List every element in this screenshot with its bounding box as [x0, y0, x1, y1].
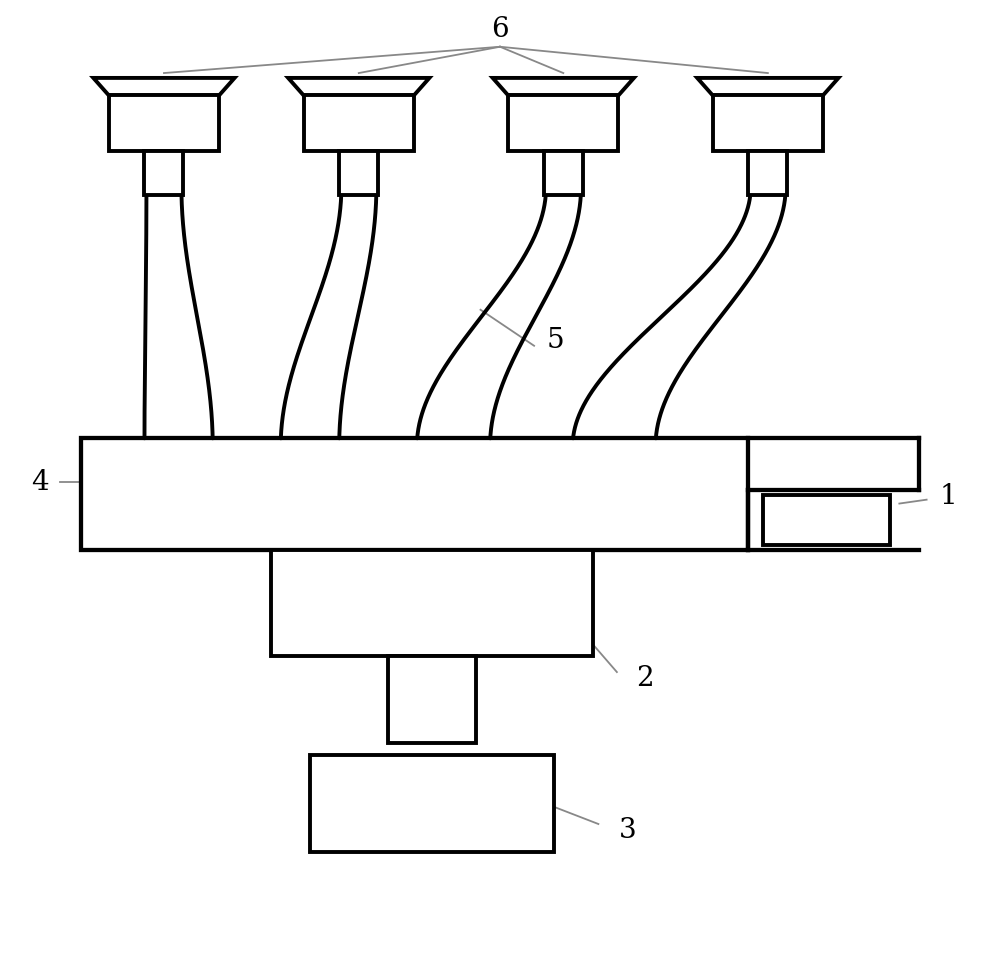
Bar — [304, 95, 414, 151]
Bar — [388, 656, 476, 743]
Bar — [310, 755, 554, 852]
Bar — [339, 151, 378, 195]
Bar — [271, 550, 593, 656]
Text: 4: 4 — [31, 468, 49, 496]
Polygon shape — [493, 78, 634, 95]
Text: 1: 1 — [939, 483, 957, 510]
Text: 5: 5 — [547, 327, 564, 355]
Bar — [144, 151, 183, 195]
Polygon shape — [288, 78, 429, 95]
Bar — [81, 438, 748, 550]
Polygon shape — [93, 78, 235, 95]
Text: 6: 6 — [491, 16, 509, 43]
Bar — [748, 151, 787, 195]
Bar — [763, 495, 890, 545]
Polygon shape — [697, 78, 838, 95]
Text: 2: 2 — [636, 665, 654, 693]
Text: 3: 3 — [619, 817, 636, 844]
Bar — [508, 95, 618, 151]
Bar — [713, 95, 823, 151]
Bar — [109, 95, 219, 151]
Bar — [544, 151, 583, 195]
